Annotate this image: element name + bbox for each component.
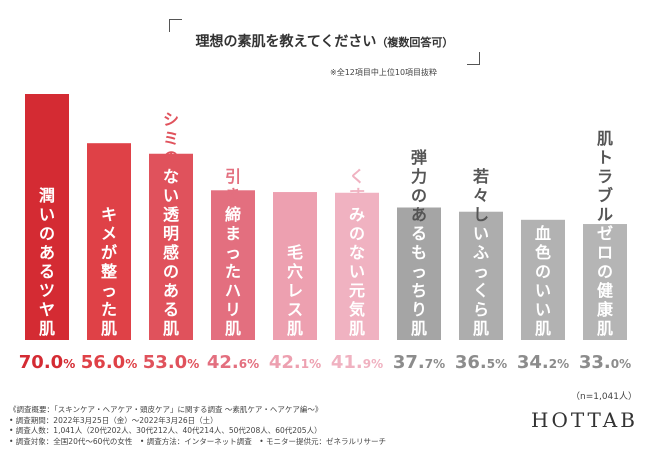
title-bracket-top-left: [169, 19, 182, 32]
category-label: シミのない透明感のある肌: [163, 110, 180, 338]
value-label: 70.0%: [19, 352, 75, 373]
title-bracket-bottom-right: [467, 52, 480, 65]
category-label: 弾力のあるもっちり肌: [411, 148, 427, 338]
category-label: 潤いのあるツヤ肌: [39, 186, 55, 338]
survey-footer: 《調査概要：「スキンケア・ヘアケア・頭皮ケア」に関する調査 ～素肌ケア・ヘアケア…: [9, 405, 386, 447]
bar: [273, 192, 317, 340]
footer-line: • 調査期間：2022年3月25日（金）～2022年3月26日（土）: [9, 415, 218, 425]
value-label: 41.9%: [331, 352, 383, 373]
bar: [335, 192, 379, 340]
value-label: 53.0%: [143, 352, 199, 373]
chart-note: ※全12項目中上位10項目抜粋: [330, 68, 438, 77]
sample-size: （n=1,041人）: [571, 392, 638, 402]
chart-title-main: 理想の素肌を教えてください: [195, 34, 377, 50]
footer-line: 《調査概要：「スキンケア・ヘアケア・頭皮ケア」に関する調査 ～素肌ケア・ヘアケア…: [9, 405, 323, 414]
category-label: 若々しいふっくら肌: [472, 167, 489, 338]
category-label: 毛穴レス肌: [287, 243, 303, 338]
value-label: 42.6%: [207, 352, 259, 373]
value-label: 34.2%: [517, 352, 569, 373]
category-label: 血色のいい肌: [535, 224, 551, 338]
bar: [25, 94, 69, 340]
category-label: 引き締まったハリ肌: [225, 167, 241, 338]
bar: [211, 190, 255, 340]
title-box: 理想の素肌を教えてください（複数回答可）: [169, 19, 480, 65]
footer-line: • 調査対象：全国20代～60代の女性 • 調査方法：インターネット調査 • モ…: [9, 436, 387, 446]
value-label: 33.0%: [579, 352, 631, 373]
value-label: 37.7%: [393, 352, 445, 373]
value-label: 36.5%: [455, 352, 507, 373]
bar: [87, 143, 131, 340]
bar: [521, 219, 565, 340]
chart-title: 理想の素肌を教えてください（複数回答可）: [169, 31, 480, 51]
category-label: 肌トラブルゼロの健康肌: [597, 129, 614, 338]
bar: [397, 207, 441, 340]
bar: [149, 153, 193, 340]
category-label: キメが整った肌: [100, 205, 117, 338]
bar: [459, 211, 503, 340]
footer-line: • 調査人数：1,041人（20代202人、30代212人、40代214人、50…: [9, 426, 322, 435]
hottab-logo: HOTTAB: [531, 408, 638, 432]
value-label: 42.1%: [269, 352, 321, 373]
bar: [583, 224, 627, 340]
chart-title-sub: （複数回答可）: [376, 36, 454, 49]
value-label: 56.0%: [81, 352, 137, 373]
category-label: くすみのない元気肌: [349, 167, 365, 338]
